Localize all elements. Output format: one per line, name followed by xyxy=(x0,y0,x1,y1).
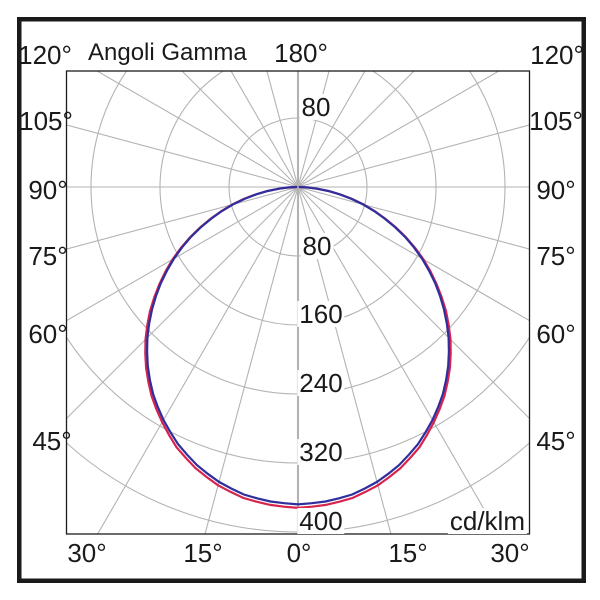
angle-label-top: 120° xyxy=(18,40,72,70)
angle-label-right: 90° xyxy=(536,175,576,205)
ring-value-label: 240 xyxy=(297,368,345,398)
angle-label-bottom: 15° xyxy=(183,538,223,568)
angle-label-top: 180° xyxy=(274,38,328,68)
angle-label-left: 45° xyxy=(32,426,72,456)
chart-title: Angoli Gamma xyxy=(88,39,247,66)
plot-area-outline xyxy=(65,70,531,535)
outer-border xyxy=(17,17,586,583)
angle-label-left: 105° xyxy=(19,106,73,136)
curve-blue xyxy=(145,185,451,506)
angle-label-bottom: 0° xyxy=(286,538,312,568)
unit-label: cd/klm xyxy=(447,506,527,536)
angle-label-bottom: 15° xyxy=(388,538,428,568)
angle-label-left: 90° xyxy=(28,175,68,205)
angle-label-right: 60° xyxy=(536,319,576,349)
ring-value-label: 400 xyxy=(297,506,345,536)
angle-label-bottom: 30° xyxy=(67,538,107,568)
angle-label-right: 45° xyxy=(536,426,576,456)
angle-label-bottom: 30° xyxy=(490,538,530,568)
angle-label-left: 60° xyxy=(28,319,68,349)
angle-label-right: 105° xyxy=(529,106,583,136)
intensity-curves xyxy=(144,185,452,510)
ring-value-label: 80 xyxy=(300,231,334,261)
angle-label-left: 75° xyxy=(28,241,68,271)
angle-label-top: 120° xyxy=(530,40,584,70)
ring-value-label: 80 xyxy=(299,92,333,122)
ring-value-label: 320 xyxy=(297,437,345,467)
angle-label-right: 75° xyxy=(536,241,576,271)
ring-value-label: 160 xyxy=(297,299,345,329)
